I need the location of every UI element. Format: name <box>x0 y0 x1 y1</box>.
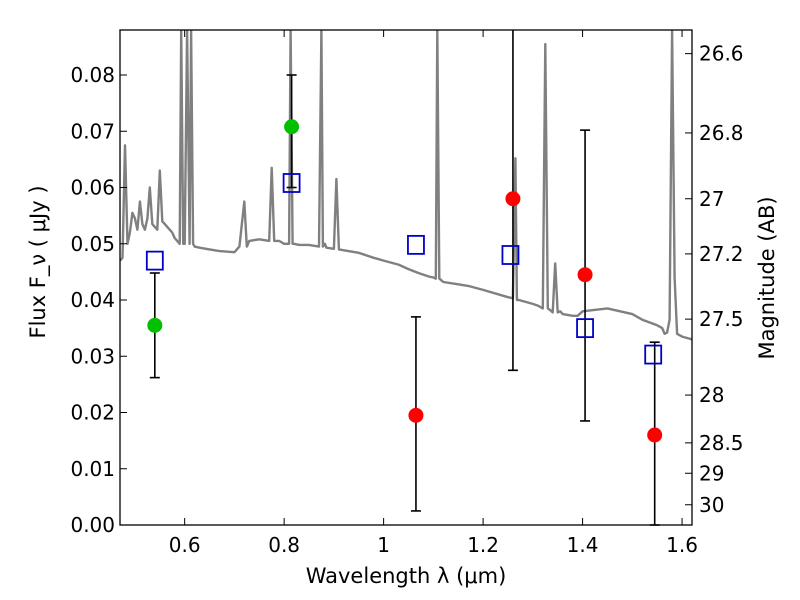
y-tick-label: 0.07 <box>70 119 115 143</box>
y-tick-label: 0.08 <box>70 63 115 87</box>
data-point <box>647 427 663 443</box>
y-tick-label: 0.04 <box>70 288 115 312</box>
data-point <box>284 119 300 135</box>
x-tick-label: 1.2 <box>467 533 499 557</box>
magnitude-tick-label: 29 <box>699 461 724 485</box>
magnitude-tick-label: 26.6 <box>699 42 744 66</box>
y-tick-label: 0.00 <box>70 513 115 537</box>
y-tick-label: 0.01 <box>70 457 115 481</box>
magnitude-tick-label: 28.5 <box>699 431 744 455</box>
y-axis-label: Flux F_ν ( μJy ) <box>26 185 51 338</box>
magnitude-tick-label: 27.2 <box>699 242 744 266</box>
magnitude-tick-label: 26.8 <box>699 121 744 145</box>
x-tick-label: 1 <box>377 533 390 557</box>
magnitude-tick-label: 30 <box>699 493 724 517</box>
x-axis-label: Wavelength λ (μm) <box>306 564 507 588</box>
model-point <box>501 245 520 265</box>
model-point <box>576 318 594 339</box>
magnitude-tick-label: 28 <box>699 383 724 407</box>
data-point <box>577 267 593 283</box>
x-tick-label: 0.6 <box>169 533 201 557</box>
magnitude-tick-label: 27 <box>699 187 724 211</box>
data-point <box>505 191 521 207</box>
template-spectrum-line <box>120 30 692 341</box>
model-point <box>145 250 164 271</box>
x-tick-label: 1.6 <box>666 533 698 557</box>
x-tick-label: 0.8 <box>268 533 300 557</box>
y-tick-label: 0.02 <box>70 401 115 425</box>
data-point <box>147 317 163 333</box>
y-tick-label: 0.06 <box>70 176 115 200</box>
right-axis-label: Magnitude (AB) <box>755 196 779 359</box>
model-point <box>407 234 425 255</box>
model-point <box>644 344 663 365</box>
x-tick-label: 1.4 <box>567 533 599 557</box>
data-point <box>408 407 424 423</box>
model-point <box>282 173 301 193</box>
plot-frame <box>119 29 693 526</box>
y-tick-label: 0.05 <box>70 232 115 256</box>
magnitude-tick-label: 27.5 <box>699 307 744 331</box>
y-tick-label: 0.03 <box>70 344 115 368</box>
